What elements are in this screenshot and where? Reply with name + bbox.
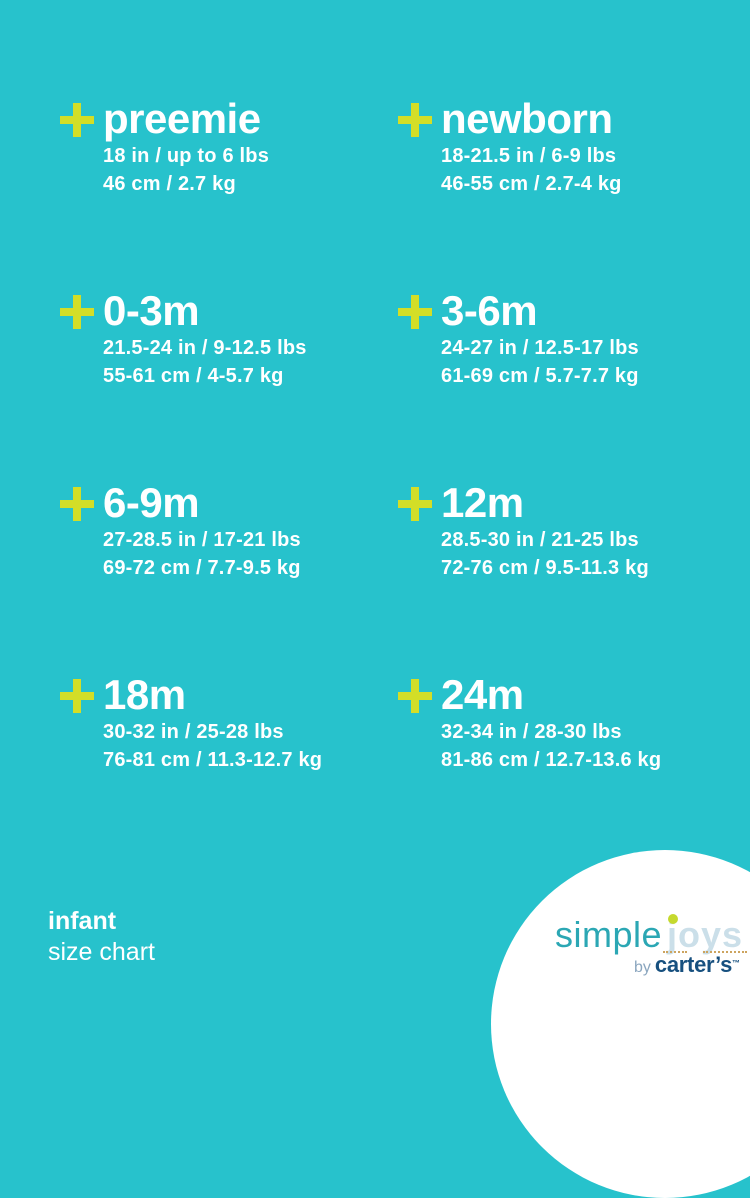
size-metric: 61-69 cm / 5.7-7.7 kg <box>441 365 639 387</box>
size-entry-18m: 18m 30-32 in / 25-28 lbs 76-81 cm / 11.3… <box>60 672 398 864</box>
plus-icon <box>398 103 432 137</box>
size-imperial: 28.5-30 in / 21-25 lbs <box>441 529 639 551</box>
size-text-block: 24m 32-34 in / 28-30 lbs 81-86 cm / 12.7… <box>441 672 661 774</box>
chart-title: infant size chart <box>48 906 155 968</box>
size-metric: 69-72 cm / 7.7-9.5 kg <box>103 557 301 579</box>
plus-icon <box>398 679 432 713</box>
size-imperial: 24-27 in / 12.5-17 lbs <box>441 337 639 359</box>
brand-logo-byline: by carter’s™ <box>634 952 740 978</box>
logo-word-carters: carter’s <box>654 952 733 977</box>
size-text-block: 12m 28.5-30 in / 21-25 lbs 72-76 cm / 9.… <box>441 480 649 582</box>
size-text-block: 18m 30-32 in / 25-28 lbs 76-81 cm / 11.3… <box>103 672 322 774</box>
size-entry-24m: 24m 32-34 in / 28-30 lbs 81-86 cm / 12.7… <box>398 672 698 864</box>
trademark-symbol: ™ <box>732 958 741 968</box>
plus-icon <box>398 295 432 329</box>
brand-logo-circle: simple joys by carter’s™ <box>491 850 750 1198</box>
stitch-dots-left-icon <box>663 947 687 953</box>
size-entry-6-9m: 6-9m 27-28.5 in / 17-21 lbs 69-72 cm / 7… <box>60 480 398 672</box>
size-imperial: 21.5-24 in / 9-12.5 lbs <box>103 337 307 359</box>
size-entry-0-3m: 0-3m 21.5-24 in / 9-12.5 lbs 55-61 cm / … <box>60 288 398 480</box>
size-label: 12m <box>441 479 524 526</box>
size-metric: 72-76 cm / 9.5-11.3 kg <box>441 557 649 579</box>
size-text-block: 6-9m 27-28.5 in / 17-21 lbs 69-72 cm / 7… <box>103 480 301 582</box>
size-text-block: newborn 18-21.5 in / 6-9 lbs 46-55 cm / … <box>441 96 622 198</box>
size-metric: 55-61 cm / 4-5.7 kg <box>103 365 284 387</box>
size-grid: preemie 18 in / up to 6 lbs 46 cm / 2.7 … <box>60 96 698 864</box>
chart-title-label: size chart <box>48 938 155 966</box>
plus-icon <box>398 487 432 521</box>
plus-icon <box>60 487 94 521</box>
size-text-block: preemie 18 in / up to 6 lbs 46 cm / 2.7 … <box>103 96 269 198</box>
stitch-dots-right-icon <box>703 947 747 953</box>
logo-word-joys: joys <box>667 914 744 955</box>
size-metric: 81-86 cm / 12.7-13.6 kg <box>441 749 662 771</box>
plus-icon <box>60 103 94 137</box>
size-label: 3-6m <box>441 287 538 334</box>
size-entry-newborn: newborn 18-21.5 in / 6-9 lbs 46-55 cm / … <box>398 96 698 288</box>
size-imperial: 18-21.5 in / 6-9 lbs <box>441 145 617 167</box>
size-imperial: 18 in / up to 6 lbs <box>103 145 270 167</box>
size-imperial: 27-28.5 in / 17-21 lbs <box>103 529 301 551</box>
size-entry-3-6m: 3-6m 24-27 in / 12.5-17 lbs 61-69 cm / 5… <box>398 288 698 480</box>
size-imperial: 30-32 in / 25-28 lbs <box>103 721 284 743</box>
plus-icon <box>60 679 94 713</box>
size-entry-preemie: preemie 18 in / up to 6 lbs 46 cm / 2.7 … <box>60 96 398 288</box>
plus-icon <box>60 295 94 329</box>
size-label: 24m <box>441 671 524 718</box>
size-label: 0-3m <box>103 287 200 334</box>
logo-word-by: by <box>634 959 651 976</box>
size-metric: 46 cm / 2.7 kg <box>103 173 236 195</box>
size-metric: 76-81 cm / 11.3-12.7 kg <box>103 749 323 771</box>
size-entry-12m: 12m 28.5-30 in / 21-25 lbs 72-76 cm / 9.… <box>398 480 698 672</box>
size-label: 18m <box>103 671 186 718</box>
brand-logo-wordmark: simple joys <box>555 914 743 956</box>
size-metric: 46-55 cm / 2.7-4 kg <box>441 173 622 195</box>
size-label: newborn <box>441 95 613 142</box>
size-text-block: 3-6m 24-27 in / 12.5-17 lbs 61-69 cm / 5… <box>441 288 639 390</box>
size-imperial: 32-34 in / 28-30 lbs <box>441 721 622 743</box>
chart-title-category: infant <box>48 907 117 935</box>
size-label: preemie <box>103 95 261 142</box>
size-label: 6-9m <box>103 479 200 526</box>
size-text-block: 0-3m 21.5-24 in / 9-12.5 lbs 55-61 cm / … <box>103 288 307 390</box>
logo-j-dot-icon <box>668 914 679 924</box>
logo-word-simple: simple <box>555 914 663 955</box>
